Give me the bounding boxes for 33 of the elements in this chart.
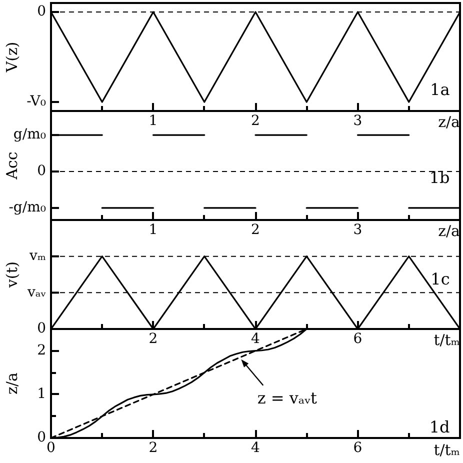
x-tick-label: 4 <box>251 440 260 456</box>
y-axis-title: V(z) <box>2 42 21 74</box>
annotation: 1a <box>430 80 450 99</box>
y-axis-title: v(t) <box>2 261 21 289</box>
x-tick-label: 6 <box>353 331 362 348</box>
annotation: 1b <box>429 168 450 187</box>
x-tick-label: 6 <box>353 440 362 456</box>
x-axis-title: z/a <box>438 222 460 240</box>
y-tick-label: 2 <box>37 342 46 358</box>
x-tick-label: 2 <box>148 331 158 348</box>
x-axis-title: z/a <box>438 112 460 131</box>
x-tick-label: 4 <box>251 331 260 348</box>
x-tick-label: 1 <box>148 222 158 238</box>
text: -V₀ <box>26 94 46 110</box>
annotation: 1c <box>430 269 450 288</box>
x-axis-title: t/tₘ <box>434 330 460 349</box>
x-tick-label: 2 <box>251 222 260 238</box>
x-tick-label: 2 <box>251 113 260 130</box>
x-tick-label: 2 <box>148 440 158 456</box>
y-tick-label: 1 <box>37 386 46 402</box>
x-tick-label: 1 <box>148 113 158 130</box>
y-axis-title: z/a <box>2 372 21 394</box>
text: g/m₀ <box>13 126 46 143</box>
annotation: z = vₐᵥt <box>257 388 318 408</box>
text: -g/m₀ <box>8 200 46 216</box>
x-tick-label: 3 <box>353 222 362 238</box>
x-tick-label: 3 <box>353 113 362 130</box>
y-axis-title: Acc <box>2 152 21 180</box>
ref-line-label: vₐᵥ <box>26 284 46 300</box>
annotation: 1d <box>429 418 450 437</box>
x-axis-title: t/tₘ <box>434 440 460 459</box>
ref-line-label: vₘ <box>28 248 46 264</box>
y-tick-label: 0 <box>37 430 46 446</box>
